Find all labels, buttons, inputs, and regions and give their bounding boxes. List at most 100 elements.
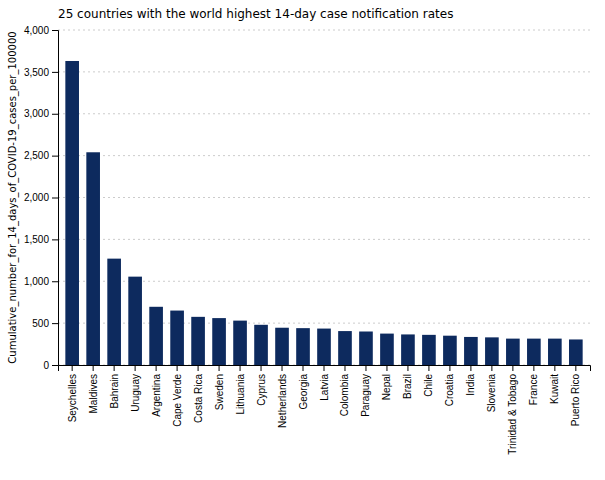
x-tick-mark (365, 365, 366, 371)
x-tick-mark (449, 365, 450, 371)
y-axis-line (52, 31, 59, 366)
x-tick-label: Slovenia (486, 374, 497, 413)
x-tick: Uruguay (130, 365, 141, 412)
grid-line (58, 113, 590, 114)
bar (107, 259, 121, 365)
x-tick-mark (240, 365, 241, 371)
x-tick-mark (470, 365, 471, 371)
bar (569, 339, 583, 365)
x-tick: Croatia (444, 365, 455, 406)
bar (443, 336, 457, 365)
x-tick-mark (93, 365, 94, 371)
x-tick-mark (386, 365, 387, 371)
bar (548, 339, 562, 365)
bar (422, 335, 436, 365)
y-tick-mark (52, 114, 58, 115)
y-tick: 2,500 (24, 150, 58, 161)
x-tick-label: Colombia (339, 374, 350, 417)
grid-line (58, 155, 590, 156)
x-tick-mark (198, 365, 199, 371)
x-tick-mark (261, 365, 262, 371)
y-tick: 1,000 (24, 276, 58, 287)
x-tick: Slovenia (486, 365, 497, 412)
bar (485, 337, 499, 365)
bar (233, 321, 247, 365)
x-tick-mark (135, 365, 136, 371)
x-tick: India (465, 365, 476, 396)
y-tick: 3,000 (24, 108, 58, 119)
x-tick: Paraguay (360, 365, 371, 417)
x-tick-mark (72, 365, 73, 371)
bar (191, 317, 205, 365)
bar (317, 329, 331, 365)
plot: 0 500 1,000 1,500 2,000 2,500 3,000 3,500 4,000 S… (24, 25, 591, 455)
x-tick-label: Paraguay (360, 374, 371, 417)
x-tick-label: Bahrain (109, 374, 120, 408)
x-tick: Netherlands (277, 365, 288, 428)
x-tick-mark (344, 365, 345, 371)
x-tick-mark (282, 365, 283, 371)
x-tick: Cyprus (256, 365, 267, 406)
x-tick-label: Croatia (444, 374, 455, 407)
x-tick-label: Puerto Rico (570, 374, 581, 427)
x-tick-label: India (465, 374, 476, 396)
y-tick: 2,000 (24, 192, 58, 203)
y-tick: 0 (43, 360, 58, 371)
x-axis: Seychelles Maldives Bahrain Uruguay Argentin… (59, 365, 591, 455)
grid-line (58, 197, 590, 198)
x-tick-mark (512, 365, 513, 371)
x-tick-label: Georgia (298, 374, 309, 410)
x-tick-mark (428, 365, 429, 371)
x-tick: Colombia (339, 365, 350, 416)
bar (65, 61, 79, 365)
x-tick-label: Costa Rica (193, 374, 204, 423)
x-tick-label: Maldives (88, 374, 99, 413)
x-tick-mark (491, 365, 492, 371)
x-tick-label: Cape Verde (172, 374, 183, 427)
y-tick-label: 2,000 (24, 192, 49, 203)
y-tick-label: 1,500 (24, 234, 49, 245)
x-tick-mark (407, 365, 408, 371)
y-tick-mark (52, 156, 58, 157)
x-tick-mark (575, 365, 576, 371)
y-tick-mark (52, 365, 58, 366)
y-tick: 1,500 (24, 234, 58, 245)
x-tick: Seychelles (67, 365, 78, 422)
y-tick-mark (52, 281, 58, 282)
y-tick-label: 500 (32, 318, 49, 329)
bar (170, 311, 184, 365)
x-tick-label: Lithuania (235, 374, 246, 415)
x-tick: Puerto Rico (570, 365, 581, 426)
x-tick-label: Netherlands (277, 374, 288, 428)
bar (149, 307, 163, 365)
x-tick-mark (554, 365, 555, 371)
y-tick-mark (52, 198, 58, 199)
x-tick: Trinidad & Tobago (507, 365, 518, 455)
y-tick-mark (52, 323, 58, 324)
bar (527, 339, 541, 365)
bar (506, 339, 520, 365)
bar (359, 332, 373, 366)
x-tick-label: France (528, 374, 539, 406)
x-tick-label: Chile (423, 374, 434, 397)
x-tick-label: Nepal (381, 374, 392, 400)
y-tick: 3,500 (24, 67, 58, 78)
x-tick-label: Sweden (214, 374, 225, 410)
y-tick: 4,000 (24, 25, 58, 36)
x-tick: Kuwait (549, 365, 560, 404)
x-tick: Lithuania (235, 365, 246, 415)
title: 25 countries with the world highest 14-d… (58, 7, 453, 21)
y-tick-label: 1,000 (24, 276, 49, 287)
x-tick: Nepal (381, 365, 392, 400)
y-tick-label: 2,500 (24, 150, 49, 161)
x-tick-mark (324, 365, 325, 371)
x-tick-mark (303, 365, 304, 371)
chart: 0 500 1,000 1,500 2,000 2,500 3,000 3,500 4,000 S… (0, 0, 605, 480)
x-tick-mark (177, 365, 178, 371)
x-tick: Argentina (151, 365, 162, 417)
grid (58, 30, 590, 365)
x-tick-label: Cyprus (256, 374, 267, 406)
y-axis-title: Cumulative_number_for_14_days_of_COVID-1… (7, 31, 19, 363)
x-tick-label: Latvia (319, 374, 330, 401)
x-tick: Brazil (402, 365, 413, 399)
